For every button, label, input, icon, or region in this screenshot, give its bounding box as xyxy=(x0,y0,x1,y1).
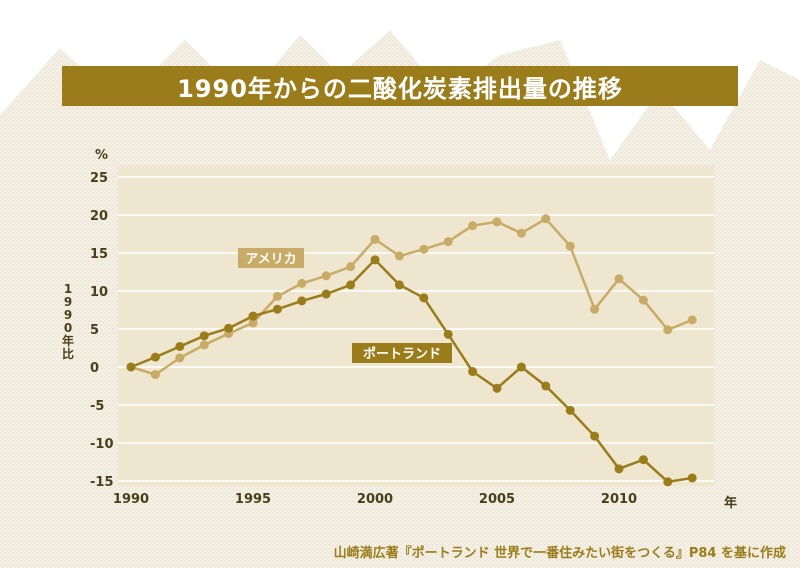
x-unit-label: 年 xyxy=(724,496,738,511)
y-tick-label: 15 xyxy=(90,247,108,262)
data-point xyxy=(663,325,673,335)
x-tick-label: 1995 xyxy=(235,492,271,507)
y-tick-label: 5 xyxy=(90,323,99,338)
y-tick-label: 0 xyxy=(90,361,99,376)
data-point xyxy=(370,255,380,265)
y-axis-label: 1990年比 xyxy=(61,282,74,361)
data-point xyxy=(590,431,600,441)
data-point xyxy=(419,293,429,303)
x-tick-label: 2005 xyxy=(479,492,515,507)
data-point xyxy=(492,383,502,393)
y-unit-label: % xyxy=(95,148,109,163)
chart-title: 1990年からの二酸化炭素排出量の推移 xyxy=(177,74,623,103)
data-point xyxy=(443,237,453,247)
data-point xyxy=(590,304,600,314)
y-tick-label: 25 xyxy=(90,171,108,186)
series-label: アメリカ xyxy=(245,252,296,267)
x-tick-label: 1990 xyxy=(113,492,149,507)
y-tick-label: 10 xyxy=(90,285,108,300)
x-tick-label: 2000 xyxy=(357,492,393,507)
data-point xyxy=(248,311,258,321)
data-point xyxy=(175,341,185,351)
data-point xyxy=(443,329,453,339)
x-tick-label: 2010 xyxy=(601,492,637,507)
data-point xyxy=(419,244,429,254)
data-point xyxy=(541,214,551,224)
series-label-box xyxy=(352,343,452,363)
data-point xyxy=(687,473,697,483)
series-line-0 xyxy=(130,217,693,376)
data-point xyxy=(492,217,502,227)
data-point xyxy=(199,331,209,341)
data-point xyxy=(150,370,160,380)
data-point xyxy=(370,234,380,244)
data-point xyxy=(248,318,258,328)
data-point xyxy=(541,381,551,391)
series-label: ポートランド xyxy=(363,346,441,362)
data-point xyxy=(199,340,209,350)
data-point xyxy=(346,262,356,272)
y-tick-label: -5 xyxy=(90,399,104,414)
plot-area xyxy=(118,165,714,486)
data-point xyxy=(516,228,526,238)
data-point xyxy=(297,296,307,306)
data-point xyxy=(687,315,697,325)
data-point xyxy=(614,464,624,474)
data-point xyxy=(394,251,404,261)
data-point xyxy=(272,304,282,314)
data-point xyxy=(468,221,478,231)
source-note: 山崎満広著『ポートランド 世界で一番住みたい街をつくる』P84 を基に作成 xyxy=(333,546,786,561)
data-point xyxy=(224,323,234,333)
title-banner: 1990年からの二酸化炭素排出量の推移 xyxy=(62,66,738,106)
data-point xyxy=(614,274,624,284)
data-point xyxy=(565,241,575,251)
data-point xyxy=(394,280,404,290)
y-tick-label: -10 xyxy=(90,437,114,452)
data-point xyxy=(150,352,160,362)
y-tick-label: 20 xyxy=(90,209,108,224)
data-point xyxy=(297,278,307,288)
data-point xyxy=(126,362,136,372)
y-tick-label: -15 xyxy=(90,475,114,490)
data-point xyxy=(272,291,282,301)
data-point xyxy=(516,362,526,372)
data-point xyxy=(638,295,648,305)
data-point xyxy=(321,289,331,299)
data-point xyxy=(663,477,673,487)
data-point xyxy=(468,367,478,377)
data-point xyxy=(565,405,575,415)
series-label-box xyxy=(238,248,304,268)
data-point xyxy=(321,271,331,281)
data-point xyxy=(638,455,648,465)
data-point xyxy=(175,353,185,363)
data-point xyxy=(346,280,356,290)
